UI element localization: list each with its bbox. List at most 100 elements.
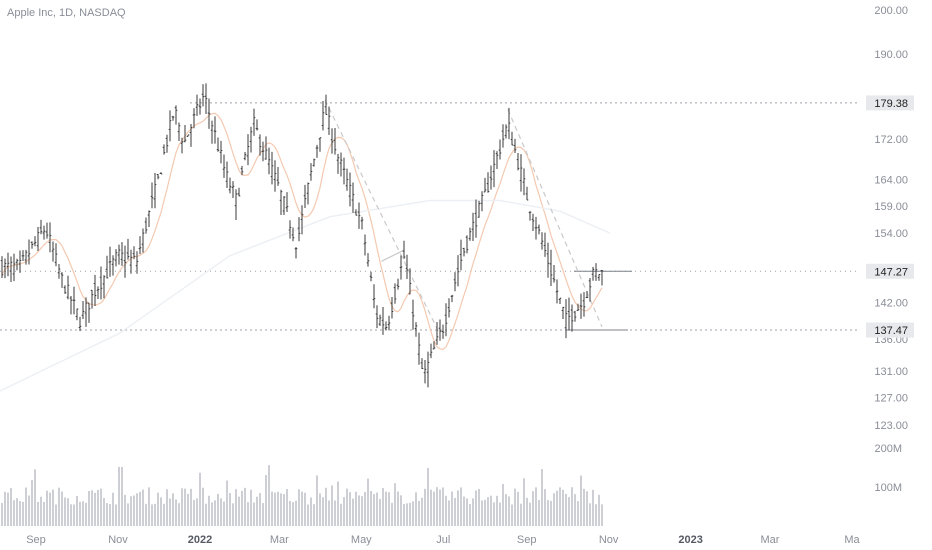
ohlc-bar [156, 173, 160, 180]
ohlc-bar [336, 153, 340, 174]
volume-bar [406, 503, 408, 526]
ohlc-bar [375, 305, 379, 329]
ohlc-bar [597, 274, 601, 281]
ohlc-bar [351, 182, 355, 213]
volume-bar [154, 503, 156, 526]
price-tag-label: 179.38 [874, 98, 908, 110]
volume-bar [208, 495, 210, 526]
ohlc-bar [450, 294, 454, 303]
ohlc-bar [27, 239, 31, 265]
ohlc-bar [363, 234, 367, 256]
volume-bar [511, 504, 513, 526]
trendline[interactable] [507, 109, 603, 328]
volume-bar [97, 489, 99, 526]
x-tick-label: Nov [108, 534, 128, 546]
volume-bar [229, 493, 231, 526]
ohlc-bar [396, 278, 400, 290]
ohlc-bar [492, 150, 496, 188]
time-axis[interactable]: Sep Nov 2022 Mar May Jul Sep Nov 2023 Mar Ma [26, 534, 860, 546]
ohlc-bar [573, 310, 577, 322]
volume-bar [265, 475, 267, 526]
ohlc-bar [549, 249, 553, 286]
ohlc-bar [42, 225, 46, 240]
volume-bar [538, 500, 540, 526]
ohlc-bar [81, 300, 85, 319]
volume-bar [196, 498, 198, 526]
ohlc-bar [210, 120, 214, 144]
ohlc-bar [258, 134, 262, 156]
volume-bar [586, 491, 588, 526]
ohlc-bar [21, 250, 25, 262]
volume-bar [43, 501, 45, 526]
volume-bar [367, 478, 369, 526]
volume-bar [436, 487, 438, 526]
ohlc-bar [261, 141, 265, 162]
volume-bar [484, 499, 486, 526]
price-axis[interactable]: 200.00 190.00 172.00 164.00 159.00 154.00 142.… [874, 5, 908, 494]
ohlc-bar [477, 200, 481, 218]
y-tick-label: 164.00 [874, 174, 908, 186]
ohlc-bar [144, 217, 148, 234]
ohlc-bar [444, 303, 448, 337]
y-tick-label: 123.00 [874, 420, 908, 432]
volume-bar [445, 495, 447, 526]
ohlc-bar [510, 131, 514, 146]
trendline[interactable] [381, 249, 405, 262]
volume-bar [274, 492, 276, 526]
volume-bar [307, 504, 309, 526]
volume-bar [403, 503, 405, 526]
ohlc-bar [552, 264, 556, 283]
ohlc-bar [324, 94, 328, 116]
ohlc-bar [447, 298, 451, 318]
volume-bar [25, 487, 27, 526]
ohlc-bar [96, 286, 100, 299]
ohlc-bar [453, 272, 457, 292]
ohlc-bar [303, 184, 307, 208]
volume-bar [481, 500, 483, 526]
ohlc-bar [366, 253, 370, 267]
volume-bar [382, 487, 384, 526]
volume-bar [325, 487, 327, 526]
volume-bar [418, 500, 420, 526]
ohlc-bar [90, 289, 94, 309]
volume-bar [91, 490, 93, 526]
volume-bar [334, 500, 336, 526]
volume-bar [85, 502, 87, 526]
volume-bar [598, 494, 600, 526]
ohlc-bar [360, 216, 364, 230]
volume-bar [358, 495, 360, 526]
volume-bar [421, 497, 423, 526]
ohlc-bar [198, 98, 202, 115]
ohlc-bar [207, 98, 211, 129]
ohlc-bar [204, 83, 208, 114]
ohlc-bar [282, 196, 286, 216]
volume-bar [289, 500, 291, 526]
volume-bar [190, 488, 192, 526]
volume-bar [295, 500, 297, 526]
ohlc-bar [525, 186, 529, 201]
ohlc-bar [318, 137, 322, 152]
ohlc-bar [249, 126, 253, 153]
ohlc-bar [519, 154, 523, 192]
ohlc-bar [537, 224, 541, 235]
volume-bar [388, 492, 390, 526]
trendline[interactable] [324, 99, 440, 334]
ohlc-bar [93, 274, 97, 307]
ohlc-bar [411, 299, 415, 330]
price-tags: 179.38 147.27 137.47 [866, 95, 914, 338]
volume-bar [22, 501, 24, 526]
ohlc-bar [219, 140, 223, 164]
reference-lines [0, 102, 860, 331]
volume-bar [580, 475, 582, 526]
x-tick-label: Mar [270, 534, 289, 546]
ohlc-bar [546, 242, 550, 278]
volume-bar [247, 502, 249, 526]
ohlc-bar [588, 277, 592, 302]
ohlc-bar [69, 295, 73, 315]
volume-bar [70, 504, 72, 526]
ohlc-bar [591, 266, 595, 281]
ohlc-bar [123, 245, 127, 278]
volume-bar [115, 504, 117, 526]
ohlc-bar [534, 216, 538, 240]
